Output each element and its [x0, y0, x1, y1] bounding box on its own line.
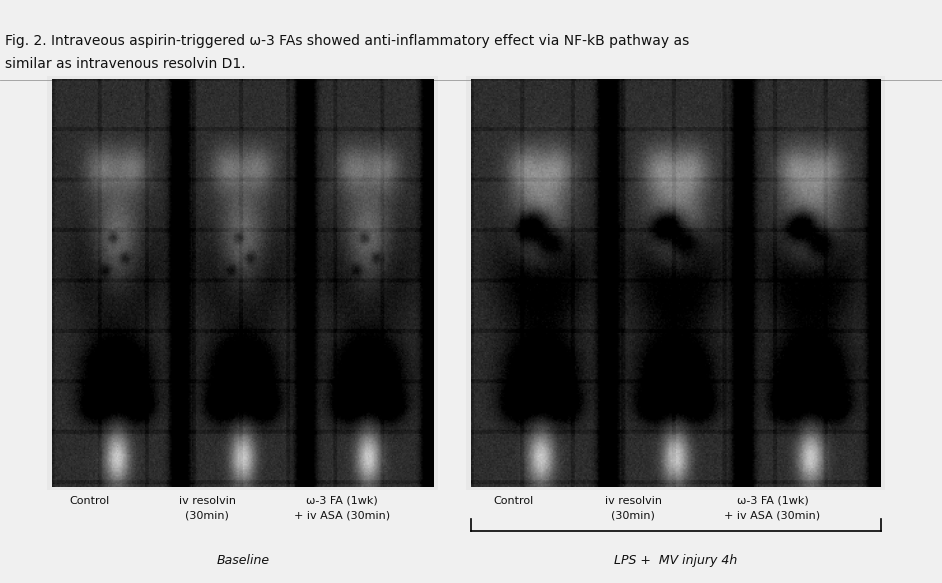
- Text: iv resolvin: iv resolvin: [179, 496, 236, 505]
- Bar: [47, 76, 438, 490]
- Text: similar as intravenous resolvin D1.: similar as intravenous resolvin D1.: [5, 57, 245, 71]
- Text: iv resolvin: iv resolvin: [605, 496, 661, 505]
- Text: + iv ASA (30min): + iv ASA (30min): [724, 510, 820, 520]
- Text: Control: Control: [70, 496, 109, 505]
- Bar: [466, 76, 885, 490]
- Text: LPS +  MV injury 4h: LPS + MV injury 4h: [614, 554, 737, 567]
- Text: Control: Control: [494, 496, 533, 505]
- Text: ω-3 FA (1wk): ω-3 FA (1wk): [306, 496, 378, 505]
- Text: (30min): (30min): [611, 510, 655, 520]
- Text: ω-3 FA (1wk): ω-3 FA (1wk): [737, 496, 808, 505]
- Text: + iv ASA (30min): + iv ASA (30min): [294, 510, 390, 520]
- Text: (30min): (30min): [186, 510, 229, 520]
- Text: Fig. 2. Intraveous aspirin-triggered ω-3 FAs showed anti-inflammatory effect via: Fig. 2. Intraveous aspirin-triggered ω-3…: [5, 34, 689, 48]
- Text: Baseline: Baseline: [217, 554, 269, 567]
